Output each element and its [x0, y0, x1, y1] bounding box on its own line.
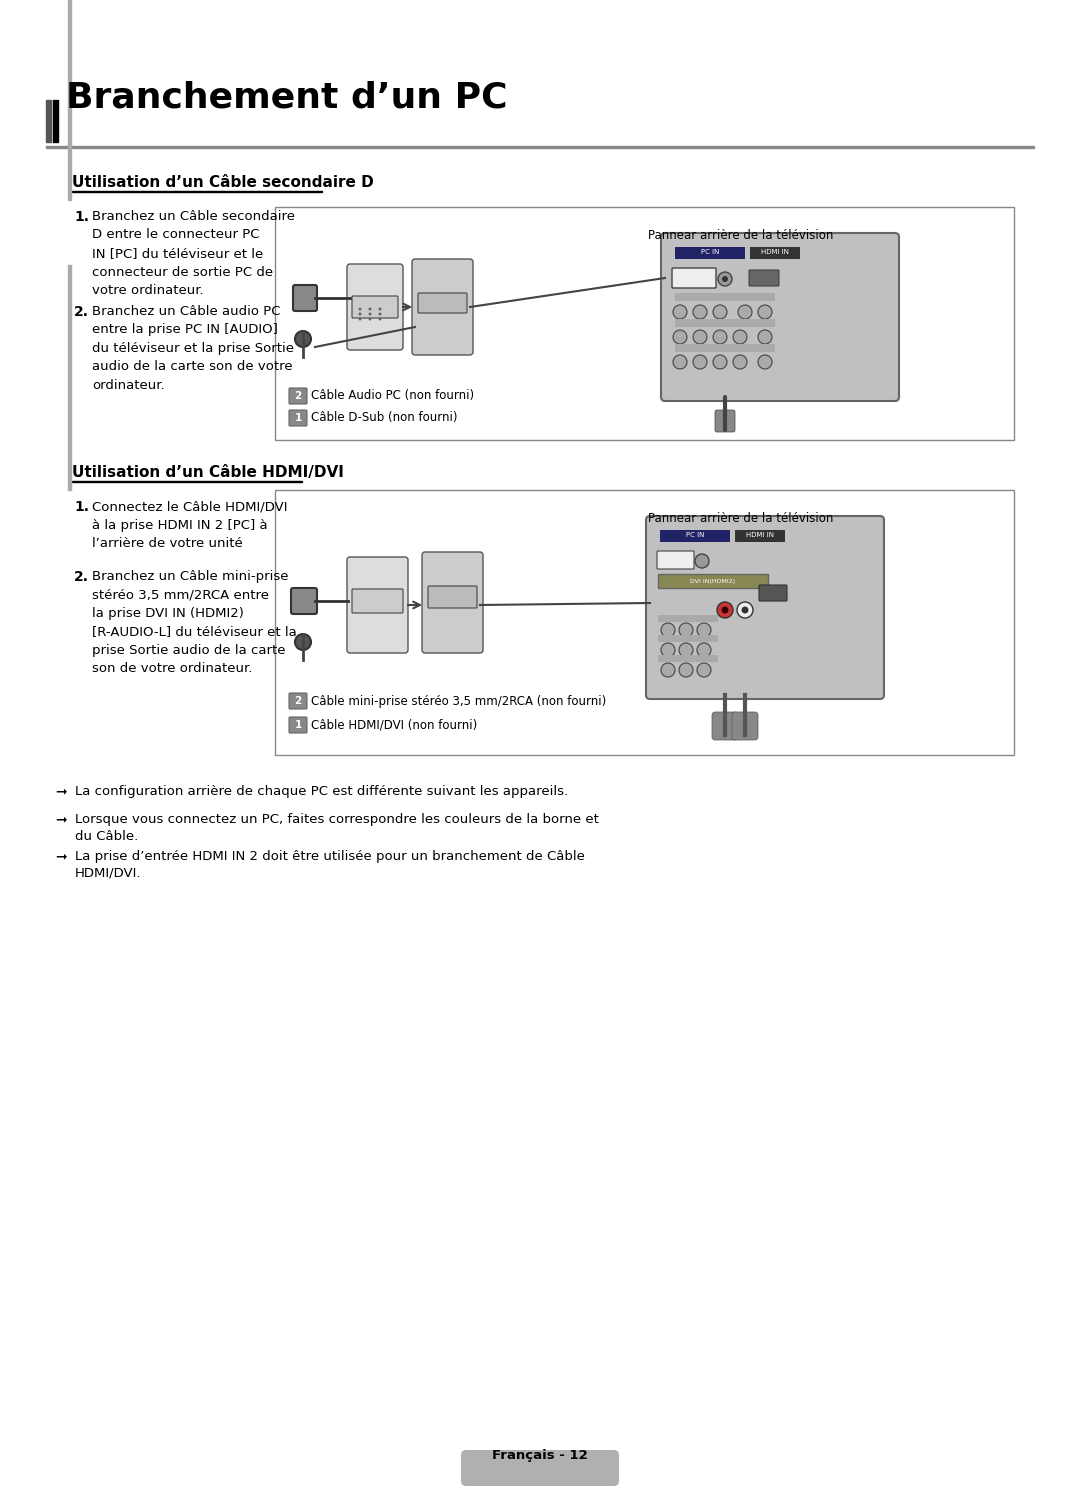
Circle shape: [295, 330, 311, 347]
FancyBboxPatch shape: [428, 586, 477, 609]
Circle shape: [723, 275, 728, 283]
Text: Branchez un Câble mini-prise
stéréo 3,5 mm/2RCA entre
la prise DVI IN (HDMI2)
[R: Branchez un Câble mini-prise stéréo 3,5 …: [92, 570, 297, 676]
FancyBboxPatch shape: [289, 717, 307, 734]
Circle shape: [661, 623, 675, 637]
Circle shape: [713, 356, 727, 369]
FancyBboxPatch shape: [759, 585, 787, 601]
Text: HDMI IN: HDMI IN: [746, 533, 774, 539]
FancyBboxPatch shape: [672, 268, 716, 289]
Bar: [675, 247, 745, 259]
Circle shape: [713, 305, 727, 318]
Circle shape: [359, 308, 362, 311]
Circle shape: [697, 643, 711, 658]
Circle shape: [679, 643, 693, 658]
Text: La prise d’entrée HDMI IN 2 doit être utilisée pour un branchement de Câble
HDMI: La prise d’entrée HDMI IN 2 doit être ut…: [75, 850, 585, 879]
Bar: [68, 0, 70, 199]
Circle shape: [679, 623, 693, 637]
Bar: [68, 265, 70, 490]
Text: 2: 2: [295, 391, 301, 400]
Text: Pannear arrière de la télévision: Pannear arrière de la télévision: [648, 512, 834, 525]
Bar: [46, 146, 1034, 147]
Circle shape: [738, 305, 752, 318]
Bar: [46, 100, 51, 141]
FancyBboxPatch shape: [411, 259, 473, 356]
Circle shape: [378, 308, 381, 311]
Text: La configuration arrière de chaque PC est différente suivant les appareils.: La configuration arrière de chaque PC es…: [75, 786, 568, 798]
FancyBboxPatch shape: [289, 693, 307, 708]
Text: 2.: 2.: [75, 305, 89, 318]
Text: HDMI IN: HDMI IN: [761, 248, 789, 254]
Circle shape: [673, 330, 687, 344]
Bar: [660, 530, 730, 542]
Text: Branchez un Câble secondaire
D entre le connecteur PC
IN [PC] du téléviseur et l: Branchez un Câble secondaire D entre le …: [92, 210, 295, 298]
Circle shape: [696, 554, 708, 568]
Circle shape: [368, 312, 372, 315]
FancyBboxPatch shape: [291, 588, 318, 615]
Text: Connectez le Câble HDMI/DVI
à la prise HDMI IN 2 [PC] à
l’arrière de votre unité: Connectez le Câble HDMI/DVI à la prise H…: [92, 500, 287, 551]
Circle shape: [368, 308, 372, 311]
Circle shape: [721, 607, 729, 613]
Circle shape: [368, 317, 372, 320]
Circle shape: [661, 643, 675, 658]
Text: ➞: ➞: [55, 850, 67, 865]
Circle shape: [661, 664, 675, 677]
Text: Utilisation d’un Câble HDMI/DVI: Utilisation d’un Câble HDMI/DVI: [72, 464, 343, 481]
FancyBboxPatch shape: [646, 516, 885, 699]
Text: 1: 1: [295, 720, 301, 731]
Circle shape: [733, 356, 747, 369]
Text: Lorsque vous connectez un PC, faites correspondre les couleurs de la borne et
du: Lorsque vous connectez un PC, faites cor…: [75, 812, 599, 844]
Text: ➞: ➞: [55, 786, 67, 799]
Circle shape: [697, 664, 711, 677]
FancyBboxPatch shape: [289, 411, 307, 426]
Circle shape: [718, 272, 732, 286]
Bar: [675, 293, 775, 301]
Text: 1: 1: [295, 414, 301, 423]
FancyBboxPatch shape: [347, 263, 403, 350]
Circle shape: [378, 317, 381, 320]
Text: Câble Audio PC (non fourni): Câble Audio PC (non fourni): [311, 390, 474, 402]
Circle shape: [673, 356, 687, 369]
FancyBboxPatch shape: [293, 286, 318, 311]
Bar: [675, 318, 775, 327]
Bar: [675, 344, 775, 353]
FancyBboxPatch shape: [712, 711, 738, 740]
FancyBboxPatch shape: [418, 293, 467, 312]
Circle shape: [673, 305, 687, 318]
FancyBboxPatch shape: [347, 557, 408, 653]
Bar: [658, 655, 718, 662]
FancyBboxPatch shape: [352, 296, 399, 318]
Circle shape: [359, 312, 362, 315]
Bar: [658, 615, 718, 622]
Circle shape: [713, 330, 727, 344]
Text: DVI IN(HDMI2): DVI IN(HDMI2): [690, 579, 735, 583]
Circle shape: [733, 330, 747, 344]
Bar: [735, 530, 785, 542]
Bar: [275, 207, 1014, 440]
Circle shape: [693, 356, 707, 369]
FancyBboxPatch shape: [750, 269, 779, 286]
Text: 1.: 1.: [75, 210, 89, 225]
Text: 2.: 2.: [75, 570, 89, 583]
Text: Utilisation d’un Câble secondaire D: Utilisation d’un Câble secondaire D: [72, 176, 374, 190]
Circle shape: [679, 664, 693, 677]
FancyBboxPatch shape: [657, 551, 694, 568]
Text: Branchement d’un PC: Branchement d’un PC: [66, 80, 508, 115]
FancyBboxPatch shape: [422, 552, 483, 653]
Text: Branchez un Câble audio PC
entre la prise PC IN [AUDIO]
du téléviseur et la pris: Branchez un Câble audio PC entre la pris…: [92, 305, 294, 391]
Text: Français - 12: Français - 12: [492, 1448, 588, 1461]
FancyBboxPatch shape: [461, 1449, 619, 1487]
Circle shape: [693, 305, 707, 318]
Circle shape: [758, 356, 772, 369]
Bar: [750, 247, 800, 259]
Circle shape: [359, 317, 362, 320]
Text: 1.: 1.: [75, 500, 89, 513]
Bar: [53, 100, 58, 141]
FancyBboxPatch shape: [352, 589, 403, 613]
Bar: [658, 574, 768, 588]
Circle shape: [378, 312, 381, 315]
Text: ➞: ➞: [55, 812, 67, 827]
Circle shape: [295, 634, 311, 650]
Circle shape: [697, 623, 711, 637]
Circle shape: [742, 607, 748, 613]
Text: Pannear arrière de la télévision: Pannear arrière de la télévision: [648, 229, 834, 243]
